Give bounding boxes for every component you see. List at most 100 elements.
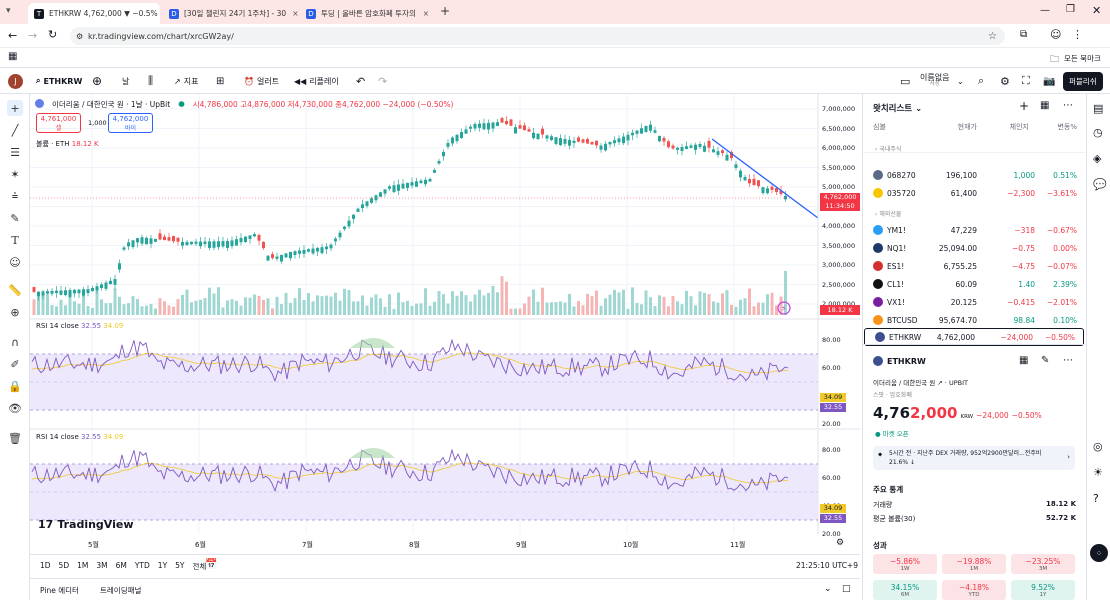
templates-icon[interactable]: ⊞ xyxy=(216,75,225,87)
tab-pine-editor[interactable]: Pine 에디터 xyxy=(40,586,79,595)
bookmark-star-icon[interactable]: ☆ xyxy=(988,30,997,42)
maximize-panel-icon[interactable]: □ xyxy=(842,584,851,594)
trash-icon[interactable]: 🗑 xyxy=(8,431,22,445)
range-button[interactable]: 5D xyxy=(58,561,70,570)
chevron-down-icon[interactable]: ⌄ xyxy=(824,584,832,594)
watchlist-row[interactable]: NQ1! 25,094.00 −0.75 0.00% xyxy=(863,239,1085,257)
user-avatar[interactable]: J xyxy=(8,68,23,94)
section-futures[interactable]: › 해외선물 xyxy=(875,211,902,218)
apps-icon[interactable]: ▦ xyxy=(8,51,18,62)
folder-icon[interactable]: 🗀 xyxy=(1050,55,1060,65)
alert-button[interactable]: ⏰ 얼러트 xyxy=(244,76,280,86)
publish-button[interactable]: 퍼블리쉬 xyxy=(1063,68,1103,94)
layers-icon[interactable]: ◈ xyxy=(1093,152,1102,165)
range-button[interactable]: YTD xyxy=(134,561,150,570)
trend-line-icon[interactable]: ╱ xyxy=(11,123,19,137)
price-axis[interactable]: 7,000,000 6,500,000 6,000,000 5,500,000 5,00… xyxy=(822,94,860,319)
forward-icon[interactable]: → xyxy=(28,29,38,42)
magnet-icon[interactable]: ∩ xyxy=(10,335,20,349)
close-tab-icon[interactable]: × xyxy=(292,9,298,18)
detail-symbol[interactable]: ETHKRW xyxy=(873,356,926,366)
snapshot-icon[interactable]: 📷 xyxy=(1043,75,1056,87)
url-field[interactable]: ⚙ kr.tradingview.com/chart/xrcGW2ay/ ☆ xyxy=(70,27,1005,45)
browser-tab-1[interactable]: T ETHKRW 4,762,000 ▼ −0.5% × xyxy=(28,3,160,24)
ideas-icon[interactable]: ☀ xyxy=(1093,466,1103,479)
watchlist-title[interactable]: 왓치리스트 ⌄ xyxy=(873,104,923,114)
help-icon[interactable]: ? xyxy=(1093,492,1099,505)
new-tab-icon[interactable]: + xyxy=(440,4,451,18)
watchlist-row[interactable]: 035720 61,400 −2,300 −3.61% xyxy=(863,184,1085,202)
browser-tab-2[interactable]: D [30일 챌린지 24기 1주차] - 30 × xyxy=(163,3,298,24)
fib-tool-icon[interactable]: ☰ xyxy=(10,145,20,159)
more-icon[interactable]: ⋯ xyxy=(1063,355,1073,366)
replay-button[interactable]: ◀◀ 리플레이 xyxy=(294,76,339,86)
performance-tile[interactable]: −19.88% 1M xyxy=(942,554,1006,574)
layout-name[interactable]: 이름없음 저장 xyxy=(920,73,950,88)
time-axis[interactable]: 5월 6월 7월 8월 9월 10월 11월 xyxy=(30,538,818,552)
tab-search-icon[interactable]: ▾ xyxy=(6,6,11,16)
date-range-icon[interactable]: 📅 xyxy=(205,559,218,570)
tab-trading-panel[interactable]: 트레이딩패널 xyxy=(100,586,142,595)
range-button[interactable]: 1Y xyxy=(157,561,168,570)
symbol-search-button[interactable]: ⌕ ETHKRW xyxy=(36,76,83,86)
candle-type-icon[interactable]: ⫼ xyxy=(148,74,154,87)
interval-button[interactable]: 날 xyxy=(122,76,130,86)
edit-icon[interactable]: ✎ xyxy=(1041,355,1050,366)
more-icon[interactable]: ⋯ xyxy=(1063,100,1073,111)
tradingview-logo[interactable]: 𝟭𝟳 TradingView xyxy=(38,518,134,531)
crosshair-icon[interactable]: + xyxy=(7,100,23,116)
maximize-icon[interactable]: ❐ xyxy=(1066,4,1075,15)
range-button[interactable]: 3M xyxy=(96,561,108,570)
browser-tab-3[interactable]: D 투딩 | 올바른 암호화폐 투자의 × xyxy=(300,3,435,24)
site-info-icon[interactable]: ⚙ xyxy=(76,31,84,41)
performance-tile[interactable]: 34.15% 6M xyxy=(873,580,937,600)
watchlist-layout-icon[interactable]: ▦ xyxy=(1040,100,1050,111)
redo-icon[interactable]: ↷ xyxy=(378,74,388,88)
watchlist-row[interactable]: VX1! 20.125 −0.415 −2.01% xyxy=(863,293,1085,311)
brush-icon[interactable]: ✎ xyxy=(10,211,20,225)
watchlist-row[interactable]: YM1! 47,229 −318 −0.67% xyxy=(863,221,1085,239)
detail-layout-icon[interactable]: ▦ xyxy=(1019,355,1029,366)
watchlist-row[interactable]: 068270 196,100 1,000 0.51% xyxy=(863,166,1085,184)
forecast-tool-icon[interactable]: ⩮ xyxy=(11,189,19,202)
eye-icon[interactable]: 👁 xyxy=(8,401,22,415)
extensions-icon[interactable]: ⧉ xyxy=(1020,29,1028,40)
alerts-clock-icon[interactable]: ◷ xyxy=(1093,126,1103,139)
performance-tile[interactable]: −4.18% YTD xyxy=(942,580,1006,600)
zoom-icon[interactable]: ⊕ xyxy=(10,305,20,319)
range-button[interactable]: 1M xyxy=(77,561,89,570)
settings-icon[interactable]: ⚙ xyxy=(1000,74,1010,88)
back-icon[interactable]: ← xyxy=(8,29,18,42)
range-button[interactable]: 전체 xyxy=(192,562,207,571)
add-symbol-icon[interactable]: + xyxy=(1019,99,1030,113)
watchlist-icon[interactable]: ▤ xyxy=(1093,102,1104,115)
chart-area[interactable]: ⚡ 이더리움 / 대한민국 원 · 1날 · UpBit ● 시4,786,00… xyxy=(30,94,860,554)
watchlist-row[interactable]: ES1! 6,755.25 −4.75 −0.07% xyxy=(863,257,1085,275)
quick-search-icon[interactable]: ⌕ xyxy=(978,74,985,87)
all-bookmarks-link[interactable]: 모든 북마크 xyxy=(1064,54,1101,63)
fullscreen-icon[interactable]: ⛶ xyxy=(1022,74,1030,87)
axis-settings-icon[interactable]: ⚙ xyxy=(836,538,845,548)
emoji-icon[interactable]: ☺ xyxy=(9,255,21,269)
section-domestic[interactable]: › 국내주식 xyxy=(875,146,902,153)
close-window-icon[interactable]: ✕ xyxy=(1092,4,1102,17)
watchlist-row[interactable]: ETHKRW 4,762,000 −24,000 −0.50% xyxy=(864,328,1084,346)
close-tab-icon[interactable]: × xyxy=(158,9,160,18)
range-button[interactable]: 1D xyxy=(40,561,51,570)
chat-icon[interactable]: 💬 xyxy=(1093,178,1107,191)
sell-button[interactable]: 4,761,000 셀 xyxy=(36,113,81,133)
performance-tile[interactable]: −5.86% 1W xyxy=(873,554,937,574)
minimize-icon[interactable]: — xyxy=(1040,5,1050,16)
buy-button[interactable]: 4,762,000 바이 xyxy=(108,113,153,133)
chevron-down-icon[interactable]: ⌄ xyxy=(957,76,964,86)
ruler-icon[interactable]: 📏 xyxy=(8,283,22,297)
legend-title[interactable]: 이더리움 / 대한민국 원 · 1날 · UpBit xyxy=(52,100,171,109)
browser-menu-icon[interactable]: ⋮ xyxy=(1072,28,1083,41)
range-button[interactable]: 5Y xyxy=(175,561,185,570)
clock[interactable]: 21:25:10 UTC+9 xyxy=(796,561,858,570)
watchlist-row[interactable]: BTCUSD 95,674.70 98.84 0.10% xyxy=(863,311,1085,329)
news-card[interactable]: ⬥ 5시간 전 · 지난주 DEX 거래량, 952억2900만달러...전주비… xyxy=(873,446,1075,470)
pattern-tool-icon[interactable]: ✶ xyxy=(10,167,20,181)
close-tab-icon[interactable]: × xyxy=(422,9,429,18)
text-tool-icon[interactable]: T xyxy=(11,233,19,247)
